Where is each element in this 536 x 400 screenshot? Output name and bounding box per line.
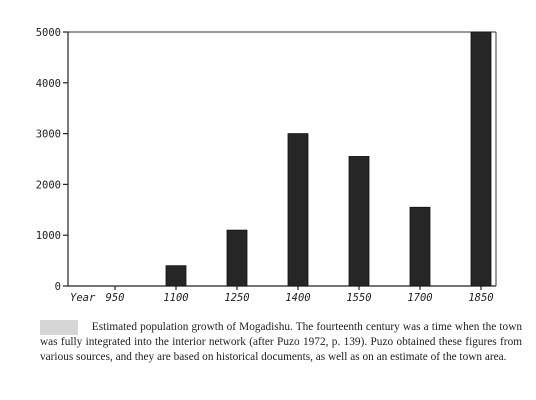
x-tick-label-1700: 1700 <box>407 292 432 304</box>
figure-label: Figure <box>40 320 78 335</box>
bar-1550 <box>348 156 370 287</box>
bar-1100 <box>165 265 187 287</box>
x-tick-label-950: 950 <box>106 292 125 304</box>
bar-1850 <box>470 31 492 287</box>
x-axis: Year 950 1100 1250 1400 1550 1700 1850 <box>68 285 496 304</box>
figure-caption: Figure Estimated population growth of Mog… <box>40 320 522 365</box>
x-tick-label-1250: 1250 <box>224 292 249 304</box>
y-tick-label: 5000 <box>36 27 61 39</box>
x-tick-label-1850: 1850 <box>468 292 493 304</box>
x-tick-label-1400: 1400 <box>285 292 310 304</box>
y-tick-label: 4000 <box>36 78 61 90</box>
caption-text: Estimated population growth of Mogadishu… <box>40 321 522 363</box>
y-tick-label: 0 <box>55 281 61 293</box>
y-tick-label: 2000 <box>36 179 61 191</box>
population-bar-chart: 0 1000 2000 3000 4000 5000 Year 950 1100 1250 140… <box>36 27 497 304</box>
y-tick-label: 1000 <box>36 230 61 242</box>
x-axis-label: Year <box>70 292 96 304</box>
bar-1700 <box>409 206 431 287</box>
y-axis: 0 1000 2000 3000 4000 5000 <box>36 27 69 293</box>
y-tick-label: 3000 <box>36 129 61 141</box>
x-tick-label-1550: 1550 <box>346 292 371 304</box>
bar-1400 <box>287 133 309 287</box>
x-tick-label-1100: 1100 <box>163 292 188 304</box>
plot-frame <box>68 31 497 286</box>
bars <box>165 31 492 287</box>
bar-1250 <box>226 229 248 287</box>
